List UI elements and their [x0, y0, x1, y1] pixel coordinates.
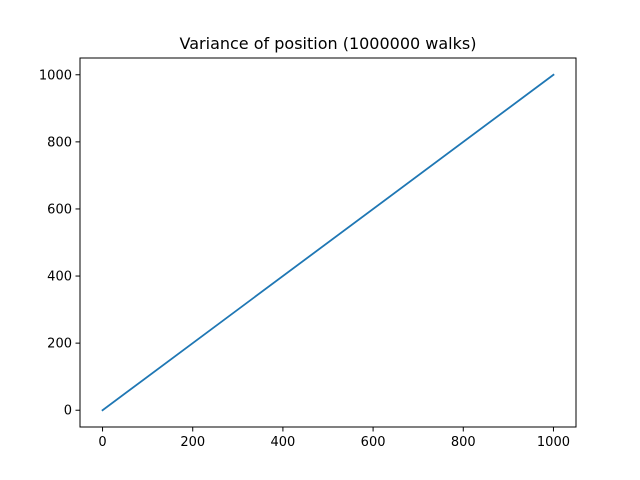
y-tick-label-0: 0: [64, 404, 72, 419]
x-tick-label-4: 800: [451, 435, 476, 450]
axes-frame: [79, 57, 577, 428]
y-tick-label-3: 600: [47, 202, 72, 217]
series-line-0: [101, 73, 555, 412]
chart-title: Variance of position (1000000 walks): [180, 34, 477, 53]
x-tick-label-5: 1000: [537, 435, 570, 450]
x-tick-label-1: 200: [180, 435, 205, 450]
plot-area: 0 200 400 600 800 1000 0 200 400 600 800 1000: [39, 57, 577, 450]
x-tick-label-2: 400: [270, 435, 295, 450]
x-tick-label-0: 0: [98, 435, 106, 450]
y-tick-label-4: 800: [47, 135, 72, 150]
y-tick-label-5: 1000: [39, 68, 72, 83]
y-tick-label-2: 400: [47, 270, 72, 285]
y-tick-label-1: 200: [47, 337, 72, 352]
x-tick-label-3: 600: [361, 435, 386, 450]
